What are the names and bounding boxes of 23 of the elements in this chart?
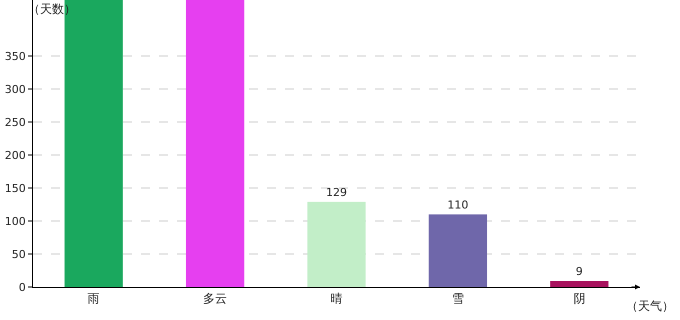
y-tick-label: 250 [4,116,26,129]
x-tick-label: 雨 [88,291,100,306]
y-tick-label: 300 [4,82,26,96]
y-tick-label: 200 [4,148,26,162]
bar [428,214,488,287]
bar [64,0,123,287]
y-tick-label: 50 [12,248,26,261]
y-tick-label: 0 [18,280,26,294]
x-tick-label: 阴 [573,291,586,306]
x-axis-title: （天气） [626,299,674,313]
data-label: 9 [576,265,583,278]
x-tick-label: 晴 [330,291,342,306]
x-tick-label: 雪 [452,291,464,306]
data-label: 110 [447,198,468,212]
bar [550,281,608,287]
x-tick-label: 多云 [203,291,228,306]
y-axis-title: （天数） [28,2,76,16]
data-label: 129 [326,186,347,199]
bar [186,0,244,287]
bar [307,202,366,287]
y-tick-label: 350 [4,50,26,63]
y-tick-label: 100 [4,214,26,228]
y-tick-label: 150 [4,182,26,195]
